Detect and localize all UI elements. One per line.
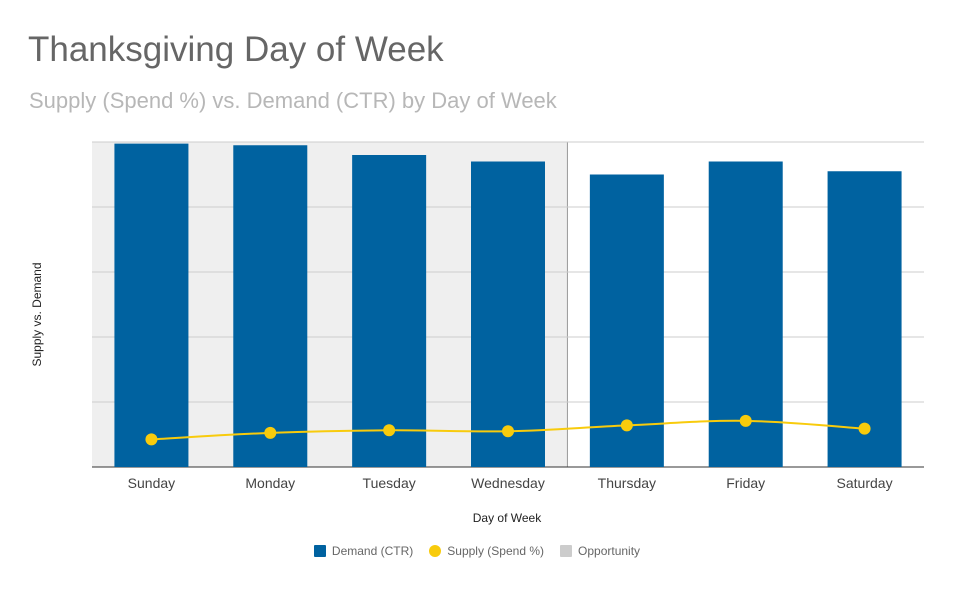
chart-legend: Demand (CTR) Supply (Spend %) Opportunit… bbox=[0, 544, 954, 558]
bar-demand bbox=[114, 143, 189, 467]
x-tick-label: Monday bbox=[245, 475, 295, 491]
chart-title: Thanksgiving Day of Week bbox=[28, 30, 444, 69]
legend-swatch-demand bbox=[313, 545, 326, 557]
x-tick-label: Tuesday bbox=[363, 475, 416, 491]
legend-swatch-supply bbox=[429, 545, 442, 557]
x-tick-label: Thursday bbox=[598, 475, 656, 491]
legend-item-opportunity: Opportunity bbox=[560, 544, 640, 558]
legend-item-supply: Supply (Spend %) bbox=[429, 544, 544, 558]
legend-label-opportunity: Opportunity bbox=[578, 544, 641, 558]
point-supply bbox=[620, 419, 633, 432]
point-supply bbox=[502, 425, 514, 438]
x-tick-label: Wednesday bbox=[471, 475, 545, 491]
x-tick-label: Sunday bbox=[128, 475, 175, 491]
legend-swatch-opportunity bbox=[560, 545, 573, 557]
point-supply bbox=[858, 422, 871, 435]
point-supply bbox=[739, 414, 752, 427]
legend-label-demand: Demand (CTR) bbox=[331, 544, 414, 558]
bar-demand bbox=[827, 171, 902, 467]
legend-item-demand: Demand (CTR) bbox=[313, 544, 414, 558]
bar-demand bbox=[589, 174, 664, 467]
bar-demand bbox=[471, 161, 545, 467]
chart-subtitle: Supply (Spend %) vs. Demand (CTR) by Day… bbox=[29, 88, 557, 113]
x-axis-title: Day of Week bbox=[473, 511, 542, 525]
point-supply bbox=[264, 426, 277, 439]
y-axis-title: Supply vs. Demand bbox=[30, 262, 44, 366]
bar-demand bbox=[233, 145, 308, 467]
point-supply bbox=[383, 424, 396, 437]
x-tick-label: Saturday bbox=[837, 475, 893, 491]
x-tick-label: Friday bbox=[726, 475, 765, 491]
legend-label-supply: Supply (Spend %) bbox=[447, 544, 545, 558]
bar-demand bbox=[352, 155, 427, 467]
point-supply bbox=[145, 433, 158, 446]
